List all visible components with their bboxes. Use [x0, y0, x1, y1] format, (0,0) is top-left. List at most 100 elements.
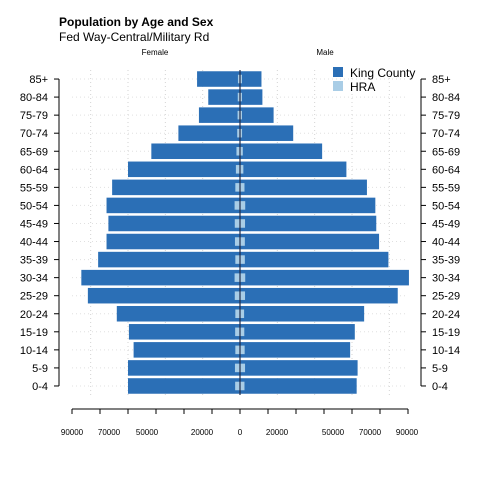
y-tick-label-left: 5-9 [32, 363, 48, 375]
bar-hra-male [240, 110, 242, 120]
y-tick-label-left: 65-69 [20, 146, 48, 158]
x-tick-label: 90000 [61, 428, 84, 437]
bar-king-county-male [240, 269, 409, 286]
y-tick-label-right: 60-64 [432, 164, 460, 176]
bar-king-county-male [240, 125, 294, 141]
bar-king-county-female [108, 215, 241, 232]
y-tick-label-left: 80-84 [20, 92, 48, 104]
y-tick-label-right: 65-69 [432, 146, 460, 158]
y-tick-label-right: 30-34 [432, 273, 460, 285]
x-tick-label: 20000 [266, 428, 289, 437]
y-tick-label-right: 25-29 [432, 291, 460, 303]
bar-king-county-female [133, 342, 240, 358]
bar-king-county-female [106, 233, 241, 250]
y-tick-label-left: 40-44 [20, 237, 48, 249]
x-tick-label: 0 [238, 428, 243, 437]
bar-king-county-male [240, 107, 274, 123]
bar-hra-female [235, 345, 240, 355]
bar-king-county-male [240, 197, 376, 214]
y-tick-label-left: 85+ [29, 74, 48, 86]
y-tick-label-right: 75-79 [432, 110, 460, 122]
bar-king-county-female [128, 161, 240, 178]
y-tick-label-left: 10-14 [20, 345, 48, 357]
bar-hra-male [240, 273, 246, 282]
bar-hra-female [237, 74, 240, 84]
bar-hra-female [234, 201, 240, 210]
bar-king-county-female [116, 305, 240, 322]
bar-king-county-female [81, 269, 240, 286]
bar-king-county-male [240, 215, 377, 232]
y-tick-label-left: 15-19 [20, 327, 48, 339]
bar-hra-female [234, 273, 240, 282]
bar-king-county-male [240, 161, 347, 178]
bar-king-county-female [151, 143, 240, 160]
chart-title: Population by Age and Sex [59, 15, 214, 29]
y-tick-label-right: 70-74 [432, 128, 460, 140]
y-tick-label-right: 10-14 [432, 345, 460, 357]
y-tick-label-left: 70-74 [20, 128, 48, 140]
legend-swatch [333, 67, 343, 77]
y-tick-label-left: 60-64 [20, 164, 48, 176]
bar-king-county-female [128, 360, 240, 376]
bar-king-county-female [128, 378, 240, 394]
y-tick-label-left: 55-59 [20, 182, 48, 194]
y-tick-label-right: 15-19 [432, 327, 460, 339]
y-tick-label-left: 0-4 [32, 381, 48, 393]
bar-hra-male [240, 237, 245, 246]
bar-king-county-male [240, 305, 365, 322]
y-tick-label-right: 0-4 [432, 381, 448, 393]
y-tick-label-right: 5-9 [432, 363, 448, 375]
bar-king-county-female [178, 125, 240, 141]
y-tick-label-left: 75-79 [20, 110, 48, 122]
bar-king-county-male [240, 324, 355, 340]
bar-hra-female [234, 219, 240, 228]
bar-king-county-female [128, 324, 240, 340]
x-tick-label: 70000 [98, 428, 121, 437]
legend-label: HRA [350, 80, 375, 94]
x-tick-label: 20000 [191, 428, 214, 437]
bar-hra-female [237, 92, 240, 102]
x-tick-label: 70000 [359, 428, 382, 437]
x-tick-label: 50000 [136, 428, 159, 437]
bar-hra-male [240, 128, 243, 138]
bar-hra-female [237, 110, 240, 120]
bar-hra-male [240, 183, 245, 192]
bar-hra-female [234, 363, 240, 373]
y-tick-label-right: 80-84 [432, 92, 460, 104]
bar-hra-male [240, 327, 245, 337]
bar-hra-male [240, 165, 244, 174]
y-tick-label-right: 50-54 [432, 200, 460, 212]
y-tick-label-left: 20-24 [20, 309, 48, 321]
bar-king-county-male [240, 342, 351, 358]
bar-hra-male [240, 74, 242, 84]
bar-hra-female [235, 255, 240, 264]
bar-hra-male [240, 309, 245, 319]
y-tick-label-right: 55-59 [432, 182, 460, 194]
male-label: Male [316, 48, 334, 57]
bar-king-county-female [112, 179, 240, 196]
bar-hra-female [235, 183, 240, 192]
legend-swatch [333, 81, 343, 91]
bar-king-county-female [197, 71, 240, 87]
bar-hra-male [240, 345, 245, 355]
y-tick-label-right: 45-49 [432, 218, 460, 230]
bar-hra-male [240, 363, 246, 373]
chart-subtitle: Fed Way-Central/Military Rd [59, 30, 210, 44]
y-tick-label-left: 50-54 [20, 200, 48, 212]
bar-king-county-male [240, 143, 323, 160]
y-tick-label-right: 85+ [432, 74, 451, 86]
bar-hra-female [237, 128, 240, 138]
y-tick-label-left: 25-29 [20, 291, 48, 303]
bar-hra-female [235, 309, 240, 319]
bar-king-county-female [98, 251, 240, 268]
bar-hra-female [235, 165, 240, 174]
bar-king-county-male [240, 251, 389, 268]
bar-hra-male [240, 146, 243, 156]
bar-hra-female [236, 146, 240, 156]
y-tick-label-right: 35-39 [432, 255, 460, 267]
bar-hra-male [240, 201, 246, 210]
y-tick-label-right: 20-24 [432, 309, 460, 321]
bar-king-county-male [240, 360, 358, 376]
bar-king-county-female [106, 197, 241, 214]
bar-hra-male [240, 381, 245, 391]
